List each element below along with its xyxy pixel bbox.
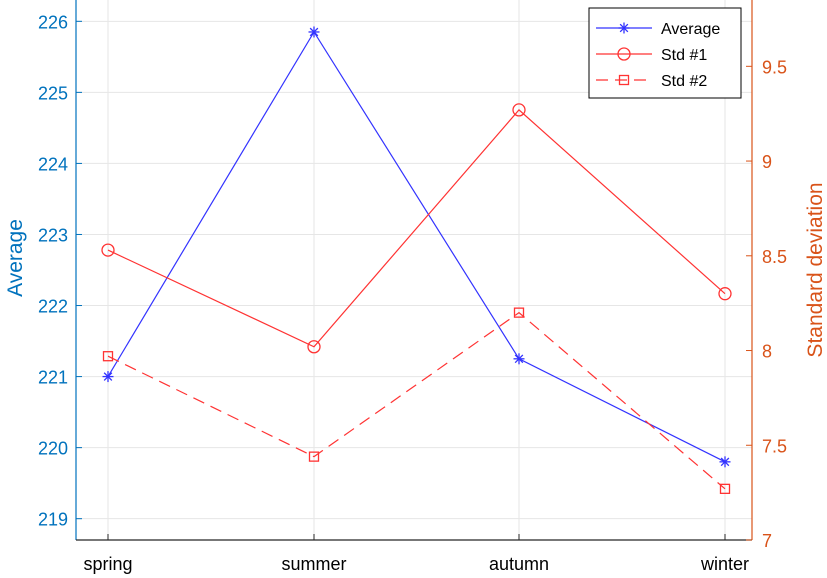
square-marker <box>719 483 731 494</box>
legend-label: Std #2 <box>661 73 707 90</box>
asterisk-marker <box>513 353 525 365</box>
left-axis-tick-label: 225 <box>38 83 68 103</box>
circle-marker <box>512 103 526 117</box>
asterisk-stroke <box>619 23 629 33</box>
left-axis-tick-label: 223 <box>38 225 68 245</box>
circle-marker <box>617 47 631 61</box>
legend-box <box>588 7 742 99</box>
left-axis-tick-label: 220 <box>38 439 68 459</box>
right-axis-tick-label: 8 <box>762 342 772 362</box>
axes: 219 220 221 222 223 224 225 226 7 7.5 8 8.5 9 9.5 spri… <box>38 0 787 574</box>
legend-item: Std #2 <box>596 73 707 90</box>
series-group <box>101 26 732 494</box>
x-axis-tick-label: winter <box>700 554 749 574</box>
asterisk-stroke <box>103 372 113 381</box>
series-line <box>107 311 726 490</box>
legend-label: Average <box>661 21 720 38</box>
circle-marker <box>307 340 321 354</box>
legend-item: Average <box>596 21 720 38</box>
left-axis-tick-label: 226 <box>38 12 68 32</box>
series-line <box>107 109 726 348</box>
asterisk-marker <box>308 26 320 38</box>
square-marker <box>513 307 525 318</box>
left-axis-label: Average <box>4 219 27 297</box>
legend: Average Std #1 Std #2 <box>588 7 742 99</box>
square-marker <box>308 451 320 462</box>
legend-item: Std #1 <box>596 47 707 64</box>
x-axis-tick-label: summer <box>281 554 346 574</box>
right-axis-tick-label: 7 <box>762 531 772 551</box>
circle-marker <box>101 243 115 257</box>
asterisk-stroke <box>720 457 730 467</box>
asterisk-marker <box>102 371 114 383</box>
circle-marker <box>718 287 732 301</box>
asterisk-stroke <box>514 354 524 364</box>
right-axis-tick-label: 7.5 <box>762 436 787 456</box>
square-marker <box>102 351 114 362</box>
left-axis-tick-label: 221 <box>38 368 68 388</box>
right-axis-tick-label: 8.5 <box>762 247 787 267</box>
left-axis-tick-label: 222 <box>38 297 68 317</box>
asterisk-marker <box>719 456 731 468</box>
series-std-1 <box>101 103 732 354</box>
square-marker <box>618 74 630 86</box>
right-axis-tick-label: 9.5 <box>762 57 787 77</box>
series-std-2 <box>102 307 731 494</box>
x-axis-tick-label: spring <box>83 554 132 574</box>
legend-label: Std #1 <box>661 47 707 64</box>
right-axis-label: Standard deviation <box>804 182 827 357</box>
series-average <box>102 26 731 468</box>
x-axis-tick-label: autumn <box>489 554 549 574</box>
left-axis-tick-label: 219 <box>38 510 68 530</box>
asterisk-stroke <box>309 27 319 37</box>
left-axis-tick-label: 224 <box>38 154 68 174</box>
asterisk-marker <box>618 22 630 34</box>
right-axis-tick-label: 9 <box>762 152 772 172</box>
series-line <box>107 30 726 463</box>
